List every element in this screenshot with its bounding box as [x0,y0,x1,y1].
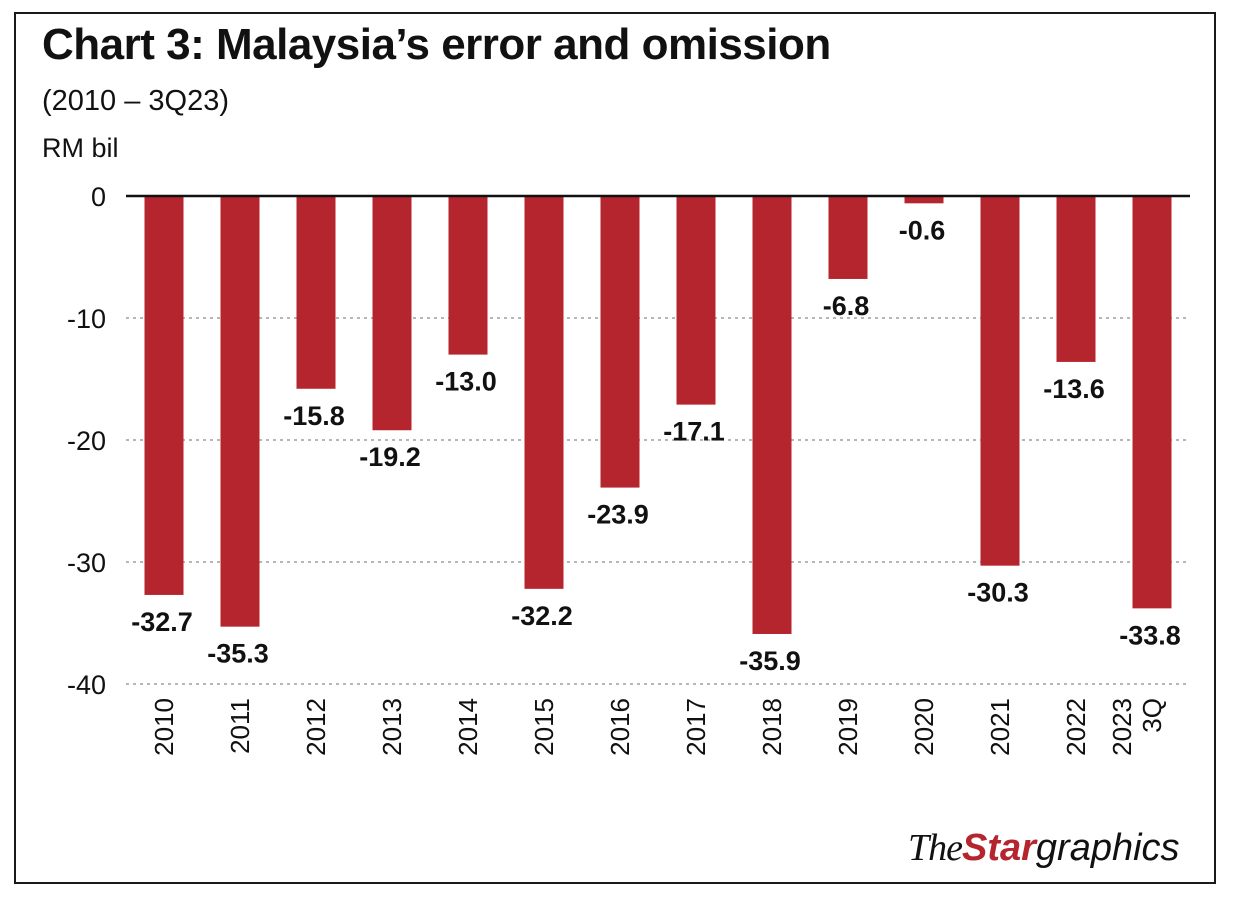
data-label: -17.1 [663,417,725,447]
bar [752,196,792,634]
data-label: -33.8 [1119,620,1181,650]
bar [600,196,640,488]
data-label: -0.6 [899,215,946,245]
chart-subtitle: (2010 – 3Q23) [42,85,230,117]
data-label: -32.7 [131,607,193,637]
y-axis-ticks: 0 -10 -20 -30 -40 [67,182,106,700]
bar [980,196,1020,566]
x-tick-label: 2022 [1061,698,1091,756]
y-axis-unit: RM bil [42,133,119,163]
data-label: -30.3 [967,578,1029,608]
x-tick-label: 2021 [985,698,1015,756]
x-tick-label: 2011 [225,698,255,754]
data-label: -19.2 [359,442,421,472]
data-label: -35.3 [207,639,269,669]
bar [904,196,944,204]
x-tick-label: 20233Q [1107,698,1167,756]
chart-frame [14,12,1216,884]
y-tick-label: -40 [67,670,106,700]
x-tick-label: 2019 [833,698,863,756]
x-tick-label: 2016 [605,698,635,756]
data-label: -13.0 [435,367,497,397]
bar [448,196,488,355]
x-tick-label: 2018 [757,698,787,756]
bar [828,196,868,279]
data-label: -23.9 [587,500,649,530]
bar [296,196,336,389]
y-tick-label: -20 [67,426,106,456]
y-tick-label: 0 [91,182,106,212]
data-label: -15.8 [283,401,345,431]
bar [1056,196,1096,362]
data-label: -32.2 [511,601,573,631]
bar [524,196,564,589]
data-label: -13.6 [1043,374,1105,404]
y-tick-label: -30 [67,548,106,578]
gridlines [126,317,1190,685]
x-tick-label: 2015 [529,698,559,756]
x-tick-label: 2020 [909,698,939,756]
y-tick-label: -10 [67,304,106,334]
x-axis-ticks: 2010 2011 2012 2013 2014 2015 2016 2017 2018 2019… [149,698,1167,756]
bar [372,196,412,431]
bar [676,196,716,405]
bar [144,196,184,595]
x-tick-label: 2017 [681,698,711,756]
bar [1132,196,1172,609]
chart-title: Chart 3: Malaysia’s error and omission [42,20,831,69]
x-tick-label: 2012 [301,698,331,756]
bars [144,196,1172,634]
x-tick-label: 2013 [377,698,407,756]
x-tick-label: 2014 [453,698,483,756]
thestar-graphics-logo: TheStargraphics [908,827,1180,869]
data-labels: -32.7 -35.3 -15.8 -19.2 -13.0 -32.2 -23.9 -17.1… [131,215,1181,676]
x-tick-label: 2010 [149,698,179,756]
bar [220,196,260,627]
data-label: -35.9 [739,646,801,676]
data-label: -6.8 [823,291,870,321]
